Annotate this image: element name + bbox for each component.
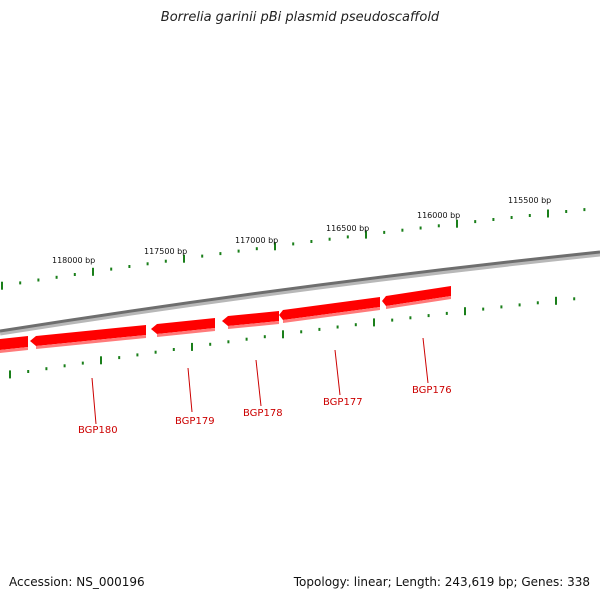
gene-BGP179[interactable]: BGP179	[151, 318, 215, 427]
scale-label: 115500 bp	[508, 196, 551, 205]
scale-labels: 118000 bp 117500 bp 117000 bp 116500 bp …	[52, 196, 551, 265]
gene-label[interactable]: BGP179	[175, 416, 215, 427]
scale-label: 117000 bp	[235, 236, 278, 245]
gene-label[interactable]: BGP176	[412, 385, 452, 396]
gene-arrow-partial[interactable]	[0, 336, 28, 350]
gene-label[interactable]: BGP177	[323, 397, 363, 408]
scale-label: 118000 bp	[52, 256, 95, 265]
gene-arrow[interactable]	[222, 311, 279, 326]
gene-arrow[interactable]	[382, 286, 451, 306]
topology-summary: Topology: linear; Length: 243,619 bp; Ge…	[293, 575, 590, 589]
lower-tick-track	[9, 296, 576, 379]
scale-label: 116500 bp	[326, 224, 369, 233]
scale-label: 116000 bp	[417, 211, 460, 220]
gene-leader-line	[255, 359, 262, 407]
gene-BGP177[interactable]: BGP177	[279, 297, 380, 408]
scale-label: 117500 bp	[144, 247, 187, 256]
gene-leader-line	[422, 337, 429, 384]
gene-label[interactable]: BGP180	[78, 425, 118, 436]
gene-leader-line	[334, 349, 341, 396]
gene-track: BGP180 BGP179 BGP178 BGP177 BGP176	[0, 286, 452, 436]
backbone-shadow	[0, 251, 600, 336]
gene-arrow-shadow	[157, 328, 215, 337]
accession-text: Accession: NS_000196	[9, 575, 145, 589]
gene-arrow-shadow	[228, 321, 279, 329]
gene-BGP180[interactable]: BGP180	[30, 325, 146, 436]
gene-leader-line	[187, 367, 193, 413]
gene-arrow[interactable]	[279, 297, 380, 320]
gene-leader-line	[91, 377, 97, 425]
upper-tick-track	[1, 208, 586, 290]
gene-arrow-shadow	[283, 307, 380, 323]
gene-arrow[interactable]	[151, 318, 215, 334]
gene-BGP178[interactable]: BGP178	[222, 311, 283, 419]
map-title: Borrelia garinii pBi plasmid pseudoscaff…	[160, 10, 440, 25]
gene-arrow[interactable]	[30, 325, 146, 346]
gene-arrow-shadow	[386, 296, 451, 309]
gene-label[interactable]: BGP178	[243, 408, 283, 419]
gene-arrow-shadow	[36, 335, 146, 349]
gene-arrow-partial-shadow	[0, 347, 28, 353]
backbone-line	[0, 250, 600, 333]
gene-BGP176[interactable]: BGP176	[382, 286, 452, 396]
